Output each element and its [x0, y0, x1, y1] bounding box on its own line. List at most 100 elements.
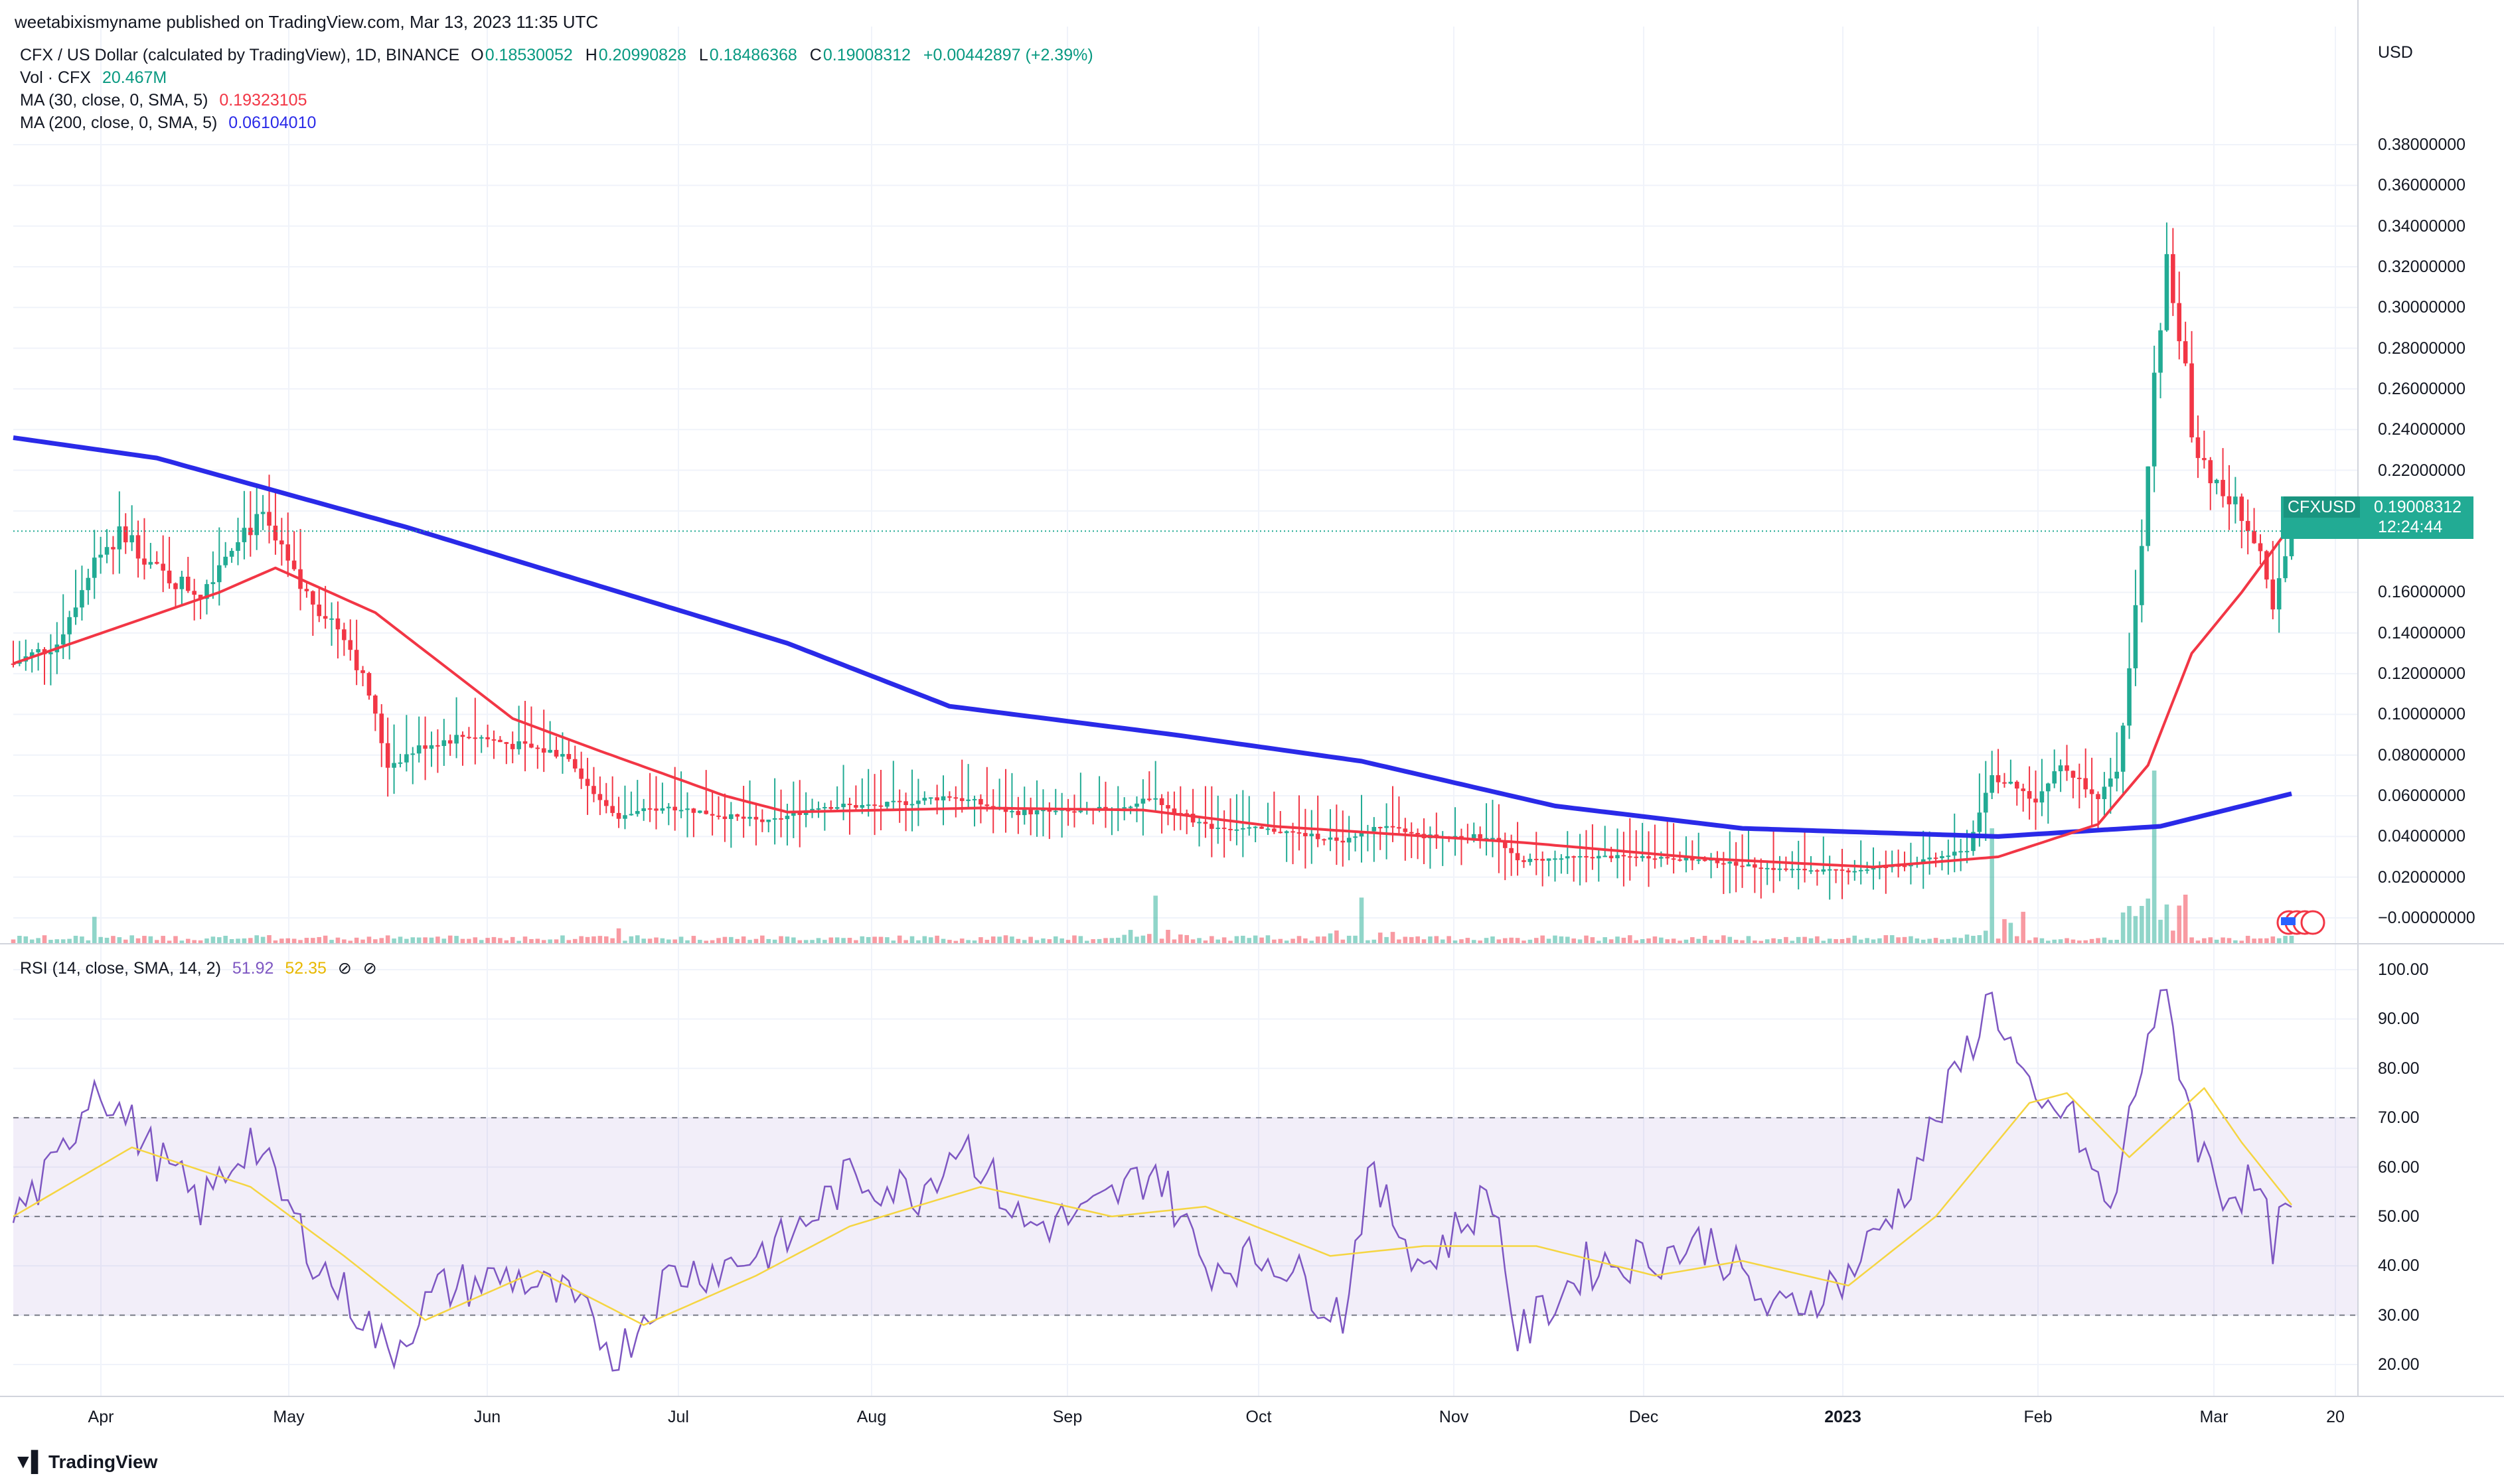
- time-tick-label: Mar: [2199, 1408, 2229, 1426]
- volume-bar: [435, 936, 440, 944]
- price-tick-label: 0.26000000: [2378, 379, 2466, 398]
- volume-bar: [1790, 940, 1795, 944]
- tradingview-logo[interactable]: ▼▌ TradingView: [13, 1451, 157, 1473]
- volume-bar: [204, 938, 209, 944]
- volume-bar: [1109, 938, 1115, 944]
- volume-bar: [2276, 938, 2282, 944]
- ma200-label[interactable]: MA (200, close, 0, SMA, 5): [20, 113, 218, 132]
- volume-bar: [2021, 911, 2025, 944]
- candle-body: [1384, 826, 1389, 828]
- eye-slash-icon-2[interactable]: ⊘: [362, 959, 377, 978]
- volume-bar: [1128, 930, 1133, 944]
- low-label: L: [698, 46, 708, 64]
- candle-body: [1533, 859, 1539, 861]
- volume-bar: [2189, 937, 2194, 944]
- ma30-legend[interactable]: MA (30, close, 0, SMA, 5) 0.19323105: [20, 89, 313, 111]
- volume-bar: [167, 940, 172, 944]
- volume-bar: [2096, 938, 2100, 944]
- candle-body: [947, 796, 952, 798]
- rsi-label[interactable]: RSI (14, close, SMA, 14, 2): [20, 959, 221, 978]
- price-tick-label: 0.30000000: [2378, 298, 2466, 317]
- volume-bar: [1340, 939, 1346, 944]
- volume-bar: [1166, 929, 1170, 944]
- time-tick-label: Oct: [1245, 1408, 1272, 1426]
- volume-bar: [2239, 940, 2244, 944]
- rsi-legend[interactable]: RSI (14, close, SMA, 14, 2) 51.92 52.35 …: [20, 957, 384, 980]
- volume-bar: [1253, 935, 1258, 944]
- volume-bar: [1522, 940, 1526, 944]
- candle-body: [498, 739, 503, 743]
- symbol-title[interactable]: CFX / US Dollar (calculated by TradingVi…: [20, 46, 460, 64]
- candle-body: [1852, 871, 1857, 873]
- volume-bar: [722, 936, 728, 944]
- candle-body: [348, 640, 353, 650]
- candle-body: [379, 713, 384, 743]
- candle-body: [73, 607, 78, 617]
- volume-bar: [1796, 936, 1801, 944]
- candle-body: [1340, 840, 1346, 843]
- volume-bar: [1696, 938, 1701, 944]
- volume-label[interactable]: Vol · CFX: [20, 68, 91, 87]
- tradingview-brand: TradingView: [48, 1451, 158, 1472]
- candle-body: [791, 812, 796, 816]
- candle-body: [1964, 851, 1970, 853]
- volume-bar: [2108, 940, 2113, 944]
- volume-bar: [2120, 912, 2126, 944]
- volume-bar: [248, 938, 253, 944]
- candle-body: [935, 797, 939, 800]
- candle-body: [1946, 855, 1951, 857]
- volume-bar: [1097, 938, 1102, 944]
- volume-bar: [447, 935, 453, 944]
- volume-bar: [1753, 940, 1757, 944]
- symbol-legend[interactable]: CFX / US Dollar (calculated by TradingVi…: [20, 44, 1100, 66]
- ma200-legend[interactable]: MA (200, close, 0, SMA, 5) 0.06104010: [20, 111, 323, 134]
- volume-bar: [1228, 940, 1233, 944]
- volume-bar: [2221, 937, 2225, 944]
- candle-body: [1016, 810, 1021, 816]
- volume-bar: [1597, 940, 1601, 944]
- volume-bar: [1065, 940, 1071, 944]
- volume-bar: [1315, 936, 1320, 944]
- volume-bar: [1178, 934, 1183, 944]
- eye-slash-icon[interactable]: ⊘: [337, 959, 352, 978]
- volume-bar: [909, 936, 915, 944]
- volume-bar: [1447, 936, 1451, 944]
- volume-bar: [48, 940, 53, 944]
- volume-bar: [1771, 938, 1776, 944]
- volume-bar: [423, 937, 428, 944]
- volume-bar: [666, 939, 671, 944]
- candle-body: [1640, 855, 1645, 858]
- volume-bar: [1415, 936, 1420, 944]
- candle-body: [1247, 827, 1252, 829]
- volume-bar: [1715, 940, 1720, 944]
- volume-bar: [2283, 936, 2288, 944]
- event-flags[interactable]: [2276, 910, 2325, 935]
- volume-bar: [1746, 936, 1751, 944]
- volume-bar: [1640, 939, 1645, 944]
- price-tick-label: 0.16000000: [2378, 583, 2466, 602]
- time-tick-label: May: [273, 1408, 305, 1426]
- rsi-ma-line: [13, 1087, 2292, 1326]
- volume-bar: [1452, 940, 1458, 944]
- price-tick-label: 0.14000000: [2378, 623, 2466, 642]
- volume-legend[interactable]: Vol · CFX 20.467M: [20, 66, 173, 89]
- volume-bar: [29, 939, 35, 944]
- candle-body: [1346, 838, 1352, 843]
- time-tick-label: Nov: [1439, 1408, 1469, 1426]
- volume-bar: [86, 940, 91, 944]
- candle-body: [273, 526, 278, 541]
- volume-bar: [2171, 930, 2175, 944]
- volume-bar: [990, 936, 996, 944]
- volume-bar: [603, 936, 609, 944]
- candle-body: [360, 670, 365, 674]
- volume-bar: [2258, 938, 2263, 944]
- volume-bar: [1909, 936, 1913, 944]
- volume-bar: [1409, 936, 1414, 944]
- candle-body: [1166, 805, 1170, 809]
- volume-bar: [1721, 935, 1726, 944]
- ma30-label[interactable]: MA (30, close, 0, SMA, 5): [20, 91, 208, 110]
- candle-body: [1590, 857, 1595, 859]
- candle-body: [647, 808, 653, 810]
- volume-bar: [535, 938, 540, 944]
- volume-bar: [2039, 938, 2045, 944]
